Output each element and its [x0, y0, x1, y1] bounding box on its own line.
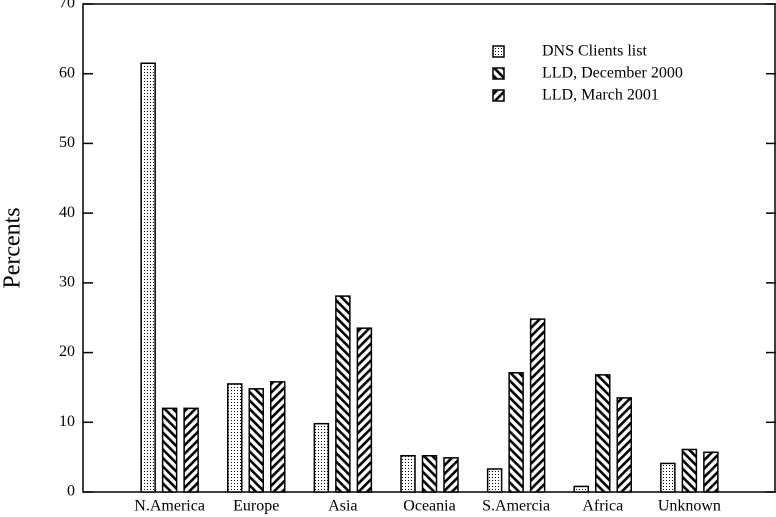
bar — [161, 407, 178, 493]
legend-label: DNS Clients list — [542, 43, 647, 60]
bar — [335, 295, 351, 493]
legend-swatch — [492, 67, 505, 80]
bar — [508, 372, 524, 493]
y-tick-label: 50 — [59, 134, 75, 151]
y-tick-label: 60 — [59, 64, 75, 81]
bar — [529, 318, 546, 493]
bar — [356, 327, 373, 493]
y-tick-label: 10 — [59, 413, 75, 430]
x-tick-label: S.Amercia — [482, 498, 550, 515]
bar — [660, 462, 676, 493]
y-tick-label: 20 — [59, 343, 75, 360]
x-tick-label: Oceania — [403, 498, 455, 515]
bar — [443, 457, 459, 493]
bar — [140, 62, 156, 493]
x-tick-label: Unknown — [658, 498, 721, 515]
y-tick-label: 0 — [67, 483, 75, 500]
bar — [421, 454, 438, 493]
bar — [248, 388, 264, 493]
y-tick-label: 70 — [59, 0, 75, 12]
bar — [486, 468, 503, 493]
legend-label: LLD, December 2000 — [542, 65, 683, 82]
bar — [313, 422, 330, 493]
x-tick-label: Asia — [328, 498, 357, 515]
x-tick-label: Africa — [582, 498, 623, 515]
bar — [703, 451, 719, 493]
bar — [573, 485, 589, 493]
bar — [595, 374, 611, 493]
bar — [227, 383, 243, 493]
legend-swatch — [492, 89, 505, 102]
y-tick-label: 40 — [59, 204, 75, 221]
bar — [183, 407, 199, 493]
legend-label: LLD, March 2001 — [542, 87, 659, 104]
bar — [681, 448, 698, 493]
legend-swatch — [492, 45, 505, 58]
bar — [270, 381, 286, 493]
x-tick-label: Europe — [233, 498, 279, 515]
bar — [616, 397, 632, 493]
x-tick-label: N.America — [134, 498, 205, 515]
y-axis-label: Percents — [0, 207, 26, 288]
y-tick-label: 30 — [59, 274, 75, 291]
bar — [400, 454, 416, 493]
